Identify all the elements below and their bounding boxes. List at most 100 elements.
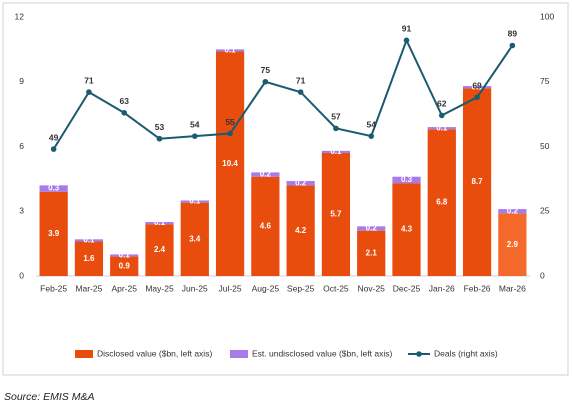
deal-marker [86, 89, 92, 95]
bar-segment [145, 222, 174, 225]
x-tick-label: Mar-26 [499, 283, 526, 293]
deal-marker [438, 112, 445, 119]
deal-label: 49 [49, 132, 59, 142]
bar-value-label: 4.6 [260, 221, 272, 230]
bar-segment [427, 127, 456, 130]
bar-segment [215, 49, 245, 52]
bar-value-label: 4.2 [295, 226, 307, 235]
y2-tick-label: 50 [540, 141, 550, 151]
bar-value-label: 0.9 [119, 261, 131, 270]
deal-marker [509, 42, 516, 49]
deal-label: 62 [437, 99, 447, 109]
bar-value-label: 0.1 [189, 197, 201, 206]
deal-label: 71 [84, 75, 94, 85]
deal-label: 91 [402, 24, 412, 34]
x-tick-label: May-25 [145, 283, 174, 293]
bar-value-label: 0.1 [83, 235, 95, 244]
bar-value-label: 1.6 [83, 254, 95, 263]
bar-value-label: 4.3 [401, 225, 413, 234]
legend-label: Est. undisclosed value ($bn, left axis) [252, 348, 392, 358]
y-tick-label: 12 [15, 11, 25, 21]
x-tick-label: Jun-25 [182, 283, 208, 293]
deal-marker [368, 133, 375, 139]
bar-segment [74, 239, 104, 242]
bar-segment [39, 185, 68, 192]
deal-marker [50, 146, 57, 152]
deal-marker [403, 37, 410, 44]
deal-label: 55 [225, 117, 235, 127]
y2-tick-label: 100 [540, 11, 554, 21]
bar-segment [74, 241, 104, 276]
bar-value-label: 6.8 [436, 198, 448, 207]
y2-tick-label: 25 [540, 206, 550, 216]
deal-marker [262, 78, 269, 85]
bar-segment [286, 181, 315, 186]
source-note: Source: EMIS M&A [4, 391, 94, 403]
bar-segment [145, 224, 174, 276]
bar-segment [357, 230, 386, 276]
x-tick-label: Jul-25 [218, 283, 241, 293]
deal-marker [297, 89, 304, 95]
y-tick-label: 9 [19, 76, 24, 86]
bar-value-label: 0.2 [507, 206, 519, 215]
bar-value-label: 2.1 [366, 248, 378, 257]
bar-value-label: 0.3 [401, 175, 413, 184]
bar-value-label: 0.2 [260, 170, 272, 179]
bar-segment [498, 209, 527, 214]
deal-label: 57 [331, 112, 341, 122]
deal-label: 54 [366, 119, 376, 129]
x-tick-label: Sep-25 [287, 283, 315, 293]
y2-tick-label: 0 [540, 270, 545, 280]
bar-segment [110, 254, 139, 257]
bar-segment [392, 183, 421, 276]
deal-label: 89 [508, 29, 518, 39]
x-tick-label: Apr-25 [111, 283, 137, 293]
bar-value-label: 0.1 [154, 218, 166, 227]
bar-value-label: 0.2 [295, 178, 307, 187]
legend-label: Disclosed value ($bn, left axis) [97, 348, 212, 358]
bar-segment [498, 213, 527, 276]
deal-marker [156, 135, 163, 142]
legend-swatch [230, 350, 248, 358]
bar-segment [462, 88, 492, 276]
deal-label: 63 [119, 96, 129, 106]
legend-swatch [75, 350, 93, 358]
x-tick-label: Feb-25 [40, 283, 67, 293]
bar-value-label: 2.4 [154, 245, 166, 254]
x-tick-label: Oct-25 [323, 283, 349, 293]
x-tick-label: Dec-25 [393, 283, 421, 293]
bar-segment [286, 185, 315, 276]
y-tick-label: 0 [19, 270, 24, 280]
bar-value-label: 8.7 [472, 177, 484, 186]
deal-label: 71 [296, 75, 306, 85]
bar-value-label: 5.7 [330, 210, 342, 219]
deal-label: 53 [155, 122, 165, 132]
deal-label: 54 [190, 119, 200, 129]
legend-marker [416, 351, 422, 357]
bar-value-label: 0.3 [48, 184, 60, 193]
bar-segment [427, 129, 456, 276]
deal-label: 75 [261, 65, 271, 75]
bar-segment [462, 86, 492, 89]
bar-segment [321, 152, 351, 276]
bar-segment [39, 191, 68, 276]
bar-segment [251, 172, 280, 177]
bar-value-label: 10.4 [222, 159, 238, 168]
bar-value-label: 0.1 [330, 147, 342, 156]
deal-marker [474, 94, 480, 101]
bar-value-label: 3.4 [189, 234, 201, 243]
bar-segment [392, 176, 421, 184]
deals-line [52, 37, 514, 150]
bar-value-label: 3.9 [48, 229, 60, 238]
bar-segment [215, 51, 245, 277]
deal-marker [191, 133, 198, 139]
bar-value-label: 0.1 [225, 46, 237, 55]
deal-marker [227, 130, 233, 137]
y2-tick-label: 75 [540, 76, 550, 86]
deal-label: 69 [472, 81, 482, 91]
legend-label: Deals (right axis) [434, 348, 498, 358]
bar-segment [321, 150, 351, 153]
bar-segment [180, 202, 209, 276]
